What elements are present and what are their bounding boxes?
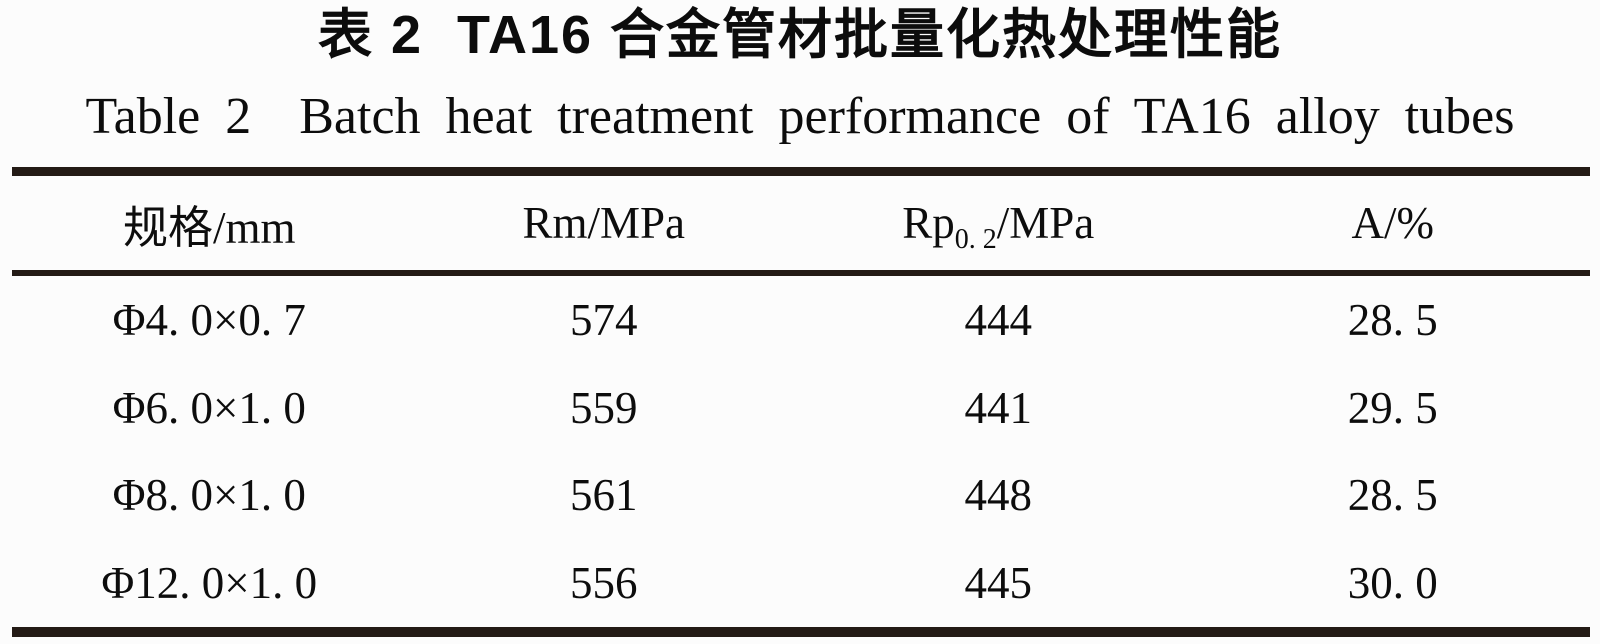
cell-elongation: 30. 0: [1347, 557, 1438, 608]
cell-rp02: 445: [964, 557, 1033, 608]
cell-spec: Φ12. 0×1. 0: [101, 557, 318, 608]
header-rp02: Rp0. 2/MPa: [801, 197, 1196, 255]
table-body: Φ4. 0×0. 7 574 444 28. 5 Φ6. 0×1. 0 559 …: [0, 276, 1600, 627]
header-rm: Rm/MPa: [522, 198, 686, 248]
table-title-en: Table 2 Batch heat treatment performance …: [0, 87, 1600, 147]
header-rp02-base: Rp: [902, 198, 955, 248]
cell-rm: 556: [570, 557, 638, 608]
cell-rp02: 448: [964, 470, 1033, 521]
table-top-rule: [12, 167, 1590, 176]
table-row: Φ6. 0×1. 0 559 441 29. 5: [12, 364, 1590, 452]
header-rp02-subscript: 0. 2: [954, 224, 997, 255]
header-elongation: A/%: [1351, 198, 1435, 248]
table-number-zh: 表 2: [317, 5, 423, 65]
cell-elongation: 28. 5: [1347, 294, 1438, 345]
table-title-en-text: Batch heat treatment performance of TA16…: [299, 88, 1515, 145]
cell-elongation: 29. 5: [1347, 382, 1438, 433]
table-row: Φ12. 0×1. 0 556 445 30. 0: [12, 539, 1590, 627]
cell-rm: 561: [570, 470, 638, 521]
table-header-rule: [12, 270, 1590, 276]
table-row: Φ4. 0×0. 7 574 444 28. 5: [12, 276, 1590, 364]
cell-elongation: 28. 5: [1347, 470, 1438, 521]
cell-spec: Φ6. 0×1. 0: [112, 382, 306, 433]
cell-spec: Φ8. 0×1. 0: [112, 470, 306, 521]
cell-rm: 559: [570, 382, 638, 433]
table-title-zh-text: TA16 合金管材批量化热处理性能: [457, 5, 1283, 65]
header-spec: 规格/mm: [122, 202, 296, 253]
cell-rp02: 441: [964, 382, 1033, 433]
table-number-en: Table 2: [85, 88, 252, 145]
cell-spec: Φ4. 0×0. 7: [112, 294, 306, 345]
table-row: Φ8. 0×1. 0 561 448 28. 5: [12, 451, 1590, 539]
table-title-zh: 表 2 TA16 合金管材批量化热处理性能: [0, 0, 1600, 65]
cell-rp02: 444: [964, 294, 1033, 345]
table-header-row: 规格/mm Rm/MPa Rp0. 2/MPa A/%: [12, 176, 1590, 270]
table-bottom-rule: [12, 626, 1590, 637]
header-rp02-suffix: /MPa: [996, 198, 1095, 248]
cell-rm: 574: [570, 294, 638, 345]
